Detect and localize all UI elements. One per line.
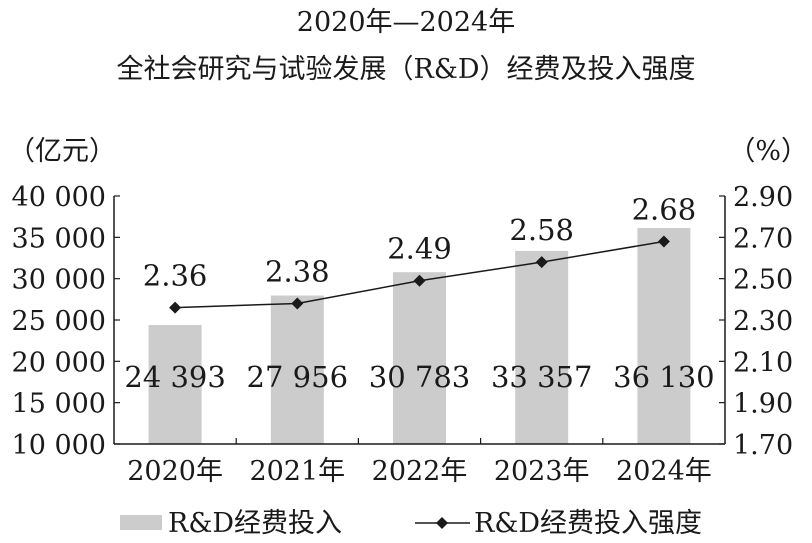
x-tick-label-4: 2024年 — [616, 456, 712, 487]
x-tick-label-3: 2023年 — [494, 456, 590, 487]
x-tick-label-1: 2021年 — [249, 456, 345, 487]
intensity-value-label-0: 2.36 — [143, 259, 208, 293]
left-tick-label-6: 40 000 — [12, 182, 106, 213]
left-tick-label-2: 20 000 — [12, 347, 106, 378]
right-tick-label-2: 2.10 — [733, 347, 793, 378]
legend-line-label: R&D经费投入强度 — [474, 508, 702, 539]
bar-2 — [393, 272, 446, 444]
right-tick-label-6: 2.90 — [733, 182, 793, 213]
bar-value-label-0: 24 393 — [124, 360, 225, 394]
intensity-point-0 — [169, 301, 182, 314]
bar-4 — [637, 227, 691, 444]
right-tick-label-3: 2.30 — [733, 306, 793, 337]
bar-1 — [270, 295, 324, 444]
bar-value-label-3: 33 357 — [491, 360, 592, 394]
left-tick-label-4: 30 000 — [12, 265, 106, 296]
plot-area: 10 000 15 000 20 000 25 000 30 000 35 000 40 0… — [12, 182, 794, 487]
bar-0 — [148, 325, 202, 444]
x-tick-label-2: 2022年 — [372, 456, 468, 487]
bar-value-label-1: 27 956 — [247, 360, 348, 394]
left-tick-label-1: 15 000 — [12, 389, 106, 420]
right-tick-label-5: 2.70 — [733, 223, 793, 254]
legend-bar-swatch — [120, 515, 162, 530]
legend-line-marker — [436, 517, 448, 529]
intensity-point-4 — [657, 235, 670, 248]
bar-value-label-4: 36 130 — [613, 360, 714, 394]
intensity-value-label-4: 2.68 — [632, 192, 697, 226]
chart-title: 2020年—2024年 — [297, 7, 515, 38]
right-axis-unit: （%） — [728, 136, 808, 167]
legend-bar-label: R&D经费投入 — [168, 508, 342, 539]
intensity-point-2 — [413, 274, 426, 287]
intensity-value-label-3: 2.58 — [509, 213, 574, 247]
right-tick-label-1: 1.90 — [733, 389, 793, 420]
legend: R&D经费投入 R&D经费投入强度 — [120, 508, 702, 539]
left-tick-label-0: 10 000 — [12, 430, 106, 461]
intensity-point-1 — [291, 297, 304, 310]
left-axis-unit: （亿元） — [8, 136, 116, 167]
left-tick-label-3: 25 000 — [12, 306, 106, 337]
intensity-value-label-1: 2.38 — [265, 254, 330, 288]
bar-value-label-2: 30 783 — [369, 360, 470, 394]
intensity-value-label-2: 2.49 — [387, 232, 452, 266]
x-tick-label-0: 2020年 — [127, 456, 223, 487]
right-tick-label-0: 1.70 — [733, 430, 793, 461]
chart-subtitle: 全社会研究与试验发展（R&D）经费及投入强度 — [116, 54, 695, 85]
intensity-point-3 — [535, 256, 548, 269]
right-tick-label-4: 2.50 — [733, 265, 793, 296]
left-tick-label-5: 35 000 — [12, 223, 106, 254]
bar-3 — [515, 250, 569, 444]
